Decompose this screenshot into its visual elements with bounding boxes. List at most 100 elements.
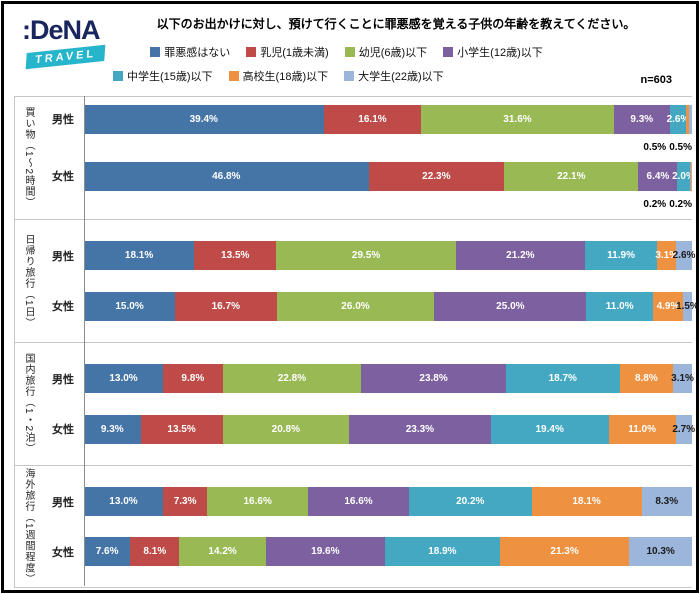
bar-track: 13.0% 7.3% 16.6% 16.6% 20.2% 18.1% 8.3%	[84, 487, 692, 516]
bar-segment: 19.6%	[265, 537, 385, 566]
category-group-label-text: 国内旅行（1・2泊）	[23, 353, 34, 455]
legend-label: 乳児(1歳未満)	[260, 47, 329, 59]
bar-track: 9.3% 13.5% 20.8% 23.3% 19.4% 11.0% 2.7%	[84, 414, 695, 444]
bar-track: 7.6% 8.1% 14.2% 19.6% 18.9% 21.3% 10.3%	[84, 537, 692, 566]
bar-segment: 20.8%	[222, 414, 350, 444]
bar-segment: 16.7%	[175, 291, 277, 321]
bar-segment: 9.8%	[163, 364, 223, 394]
legend-swatch	[344, 47, 355, 57]
bar-segment: 46.8%	[84, 161, 369, 191]
legend-item: 乳児(1歳未満)	[246, 44, 329, 60]
bar-segment: 23.8%	[361, 364, 506, 394]
outside-label-row: 0.2% 0.2%	[42, 198, 692, 211]
bar-segment: 13.5%	[194, 241, 277, 271]
legend-row-2: 中学生(15歳)以下 高校生(18歳)以下 大学生(22歳)以下	[109, 68, 584, 84]
category-group: 海外旅行（1週間程度） 男性 13.0% 7.3% 16.6% 16.6% 20.2% 18.…	[14, 465, 692, 588]
bar-segment	[690, 161, 692, 191]
legend-item: 小学生(12歳)以下	[443, 44, 543, 60]
bar-segment: 2.0%	[672, 161, 695, 191]
gender-tick-label: 男性	[52, 114, 74, 127]
bar-segment: 2.7%	[672, 414, 695, 444]
bar-segment: 18.1%	[531, 487, 642, 516]
gender-tick-label: 女性	[52, 171, 74, 184]
outside-data-label: 0.2%	[643, 199, 667, 211]
bar-segment: 18.9%	[384, 537, 500, 566]
legend-item: 罪悪感はない	[150, 44, 230, 60]
legend-item: 中学生(15歳)以下	[113, 68, 213, 84]
bar-segment: 29.5%	[276, 241, 456, 271]
legend-label: 高校生(18歳)以下	[242, 71, 329, 83]
gender-tick-label: 女性	[52, 301, 74, 314]
bar-segment: 15.0%	[84, 291, 176, 321]
category-axis-line	[84, 96, 85, 586]
bar-segment: 11.0%	[586, 291, 654, 321]
bar-segment: 3.1%	[655, 241, 678, 271]
legend-swatch	[113, 71, 123, 81]
bar-segment: 16.6%	[207, 487, 309, 516]
bar-segment: 20.2%	[408, 487, 532, 516]
bar-segment: 8.1%	[130, 537, 180, 566]
bar-segment: 19.4%	[490, 414, 609, 444]
legend-swatch	[246, 47, 257, 57]
chart: 買い物（1～2時間） 男性 39.4% 16.1% 31.6% 9.3% 2.6% 0.5% 0…	[14, 96, 699, 588]
bar-segment: 9.3%	[613, 104, 671, 134]
category-group: 買い物（1～2時間） 男性 39.4% 16.1% 31.6% 9.3% 2.6% 0.5% 0…	[14, 96, 695, 219]
sample-size: n=603	[640, 74, 673, 86]
bar-segment: 2.6%	[673, 241, 695, 271]
outside-label-row: 0.5% 0.5%	[42, 141, 692, 154]
bar-track: 18.1% 13.5% 29.5% 21.2% 11.9% 3.1% 2.6%	[84, 241, 695, 271]
bar-row: 女性 15.0% 16.7% 26.0% 25.0% 11.0% 4.9% 1.5%	[42, 291, 699, 321]
legend-label: 中学生(15歳)以下	[127, 71, 213, 83]
bar-track: 39.4% 16.1% 31.6% 9.3% 2.6%	[84, 104, 692, 134]
bar-row: 男性 18.1% 13.5% 29.5% 21.2% 11.9% 3.1% 2.6%	[42, 241, 695, 271]
bar-track: 46.8% 22.3% 22.1% 6.4% 2.0%	[84, 161, 695, 191]
bar-segment: 6.4%	[638, 161, 678, 191]
dena-logo-text: :DeNA	[22, 15, 101, 45]
bar-segment: 13.0%	[84, 364, 164, 394]
bar-segment: 21.3%	[499, 537, 630, 566]
bar-segment: 31.6%	[421, 104, 614, 134]
legend-label: 幼児(6歳)以下	[358, 47, 428, 59]
bar-segment: 14.2%	[179, 537, 266, 566]
bar-segment: 16.6%	[308, 487, 409, 516]
bar-segment: 22.8%	[222, 364, 362, 394]
legend-item: 幼児(6歳)以下	[344, 44, 428, 60]
outside-data-label: 0.2%	[669, 199, 692, 211]
legend-label: 罪悪感はない	[164, 47, 231, 59]
legend-swatch	[443, 47, 454, 57]
bar-segment	[688, 104, 692, 134]
bar-segment: 2.6%	[667, 104, 689, 134]
bar-segment: 9.3%	[84, 414, 141, 444]
outside-data-label: 0.5%	[643, 142, 667, 154]
travel-ribbon-label: TRAVEL	[25, 44, 106, 69]
bar-segment: 21.2%	[455, 241, 585, 271]
bar-segment: 39.4%	[84, 104, 324, 134]
bar-segment: 13.0%	[84, 487, 163, 516]
bar-segment: 16.1%	[323, 104, 422, 134]
category-group: 国内旅行（1・2泊） 男性 13.0% 9.8% 22.8% 23.8% 18.7% 8.8%…	[14, 342, 695, 465]
bar-segment: 7.6%	[84, 537, 131, 566]
bar-segment: 18.1%	[84, 241, 195, 271]
bar-segment	[689, 161, 691, 191]
bar-row: 女性 7.6% 8.1% 14.2% 19.6% 18.9% 21.3% 10.3%	[42, 537, 692, 566]
category-group-label-text: 買い物（1～2時間）	[23, 107, 34, 209]
bar-segment: 8.8%	[619, 364, 674, 394]
bar-segment: 1.5%	[676, 291, 699, 321]
bar-segment: 25.0%	[434, 291, 587, 321]
legend: 罪悪感はない 乳児(1歳未満) 幼児(6歳)以下 小学生(12歳)以下 中学生(15歳…	[109, 44, 584, 84]
bar-segment: 23.3%	[349, 414, 491, 444]
bar-segment	[685, 104, 689, 134]
category-group-label-text: 海外旅行（1週間程度）	[23, 468, 34, 585]
legend-label: 大学生(22歳)以下	[358, 71, 444, 83]
category-group-label: 海外旅行（1週間程度）	[14, 466, 42, 587]
dena-travel-logo: :DeNA TRAVEL	[22, 15, 118, 69]
bar-row: 女性 9.3% 13.5% 20.8% 23.3% 19.4% 11.0% 2.7%	[42, 414, 695, 444]
bar-row: 女性 46.8% 22.3% 22.1% 6.4% 2.0%	[42, 161, 695, 191]
bar-track: 13.0% 9.8% 22.8% 23.8% 18.7% 8.8% 3.1%	[84, 364, 694, 394]
legend-row-1: 罪悪感はない 乳児(1歳未満) 幼児(6歳)以下 小学生(12歳)以下	[109, 44, 584, 60]
bar-segment: 18.7%	[505, 364, 620, 394]
bar-segment: 7.3%	[162, 487, 208, 516]
chart-title: 以下のお出かけに対し、預けて行くことに罪悪感を覚える子供の年齢を教えてください。	[156, 17, 636, 31]
gender-tick-label: 女性	[52, 546, 74, 559]
bar-segment: 8.3%	[641, 487, 692, 516]
